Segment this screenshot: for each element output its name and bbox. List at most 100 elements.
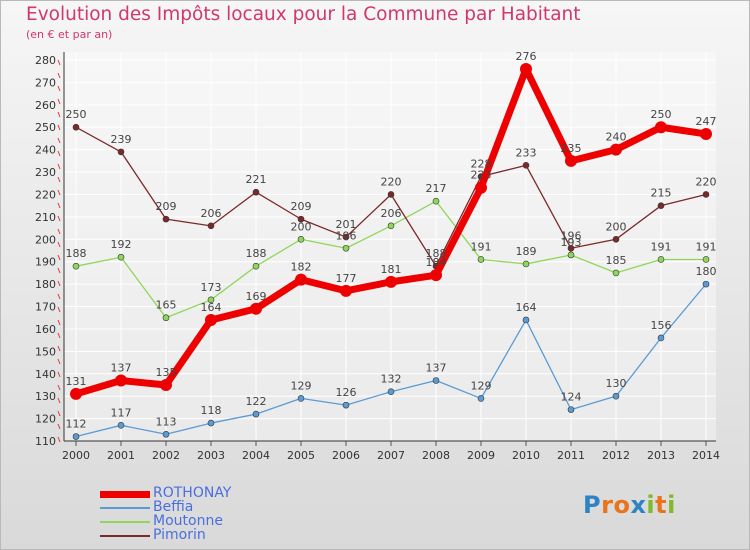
data-point (657, 202, 665, 209)
data-label: 117 (111, 406, 132, 419)
data-point (610, 143, 622, 156)
data-label: 209 (156, 200, 177, 213)
x-tick-label: 2002 (152, 449, 180, 462)
data-point (477, 256, 485, 263)
y-tick-label: 150 (35, 345, 56, 358)
x-tick-label: 2004 (242, 449, 270, 462)
data-label: 191 (471, 240, 492, 253)
data-label: 228 (471, 158, 492, 171)
y-tick-label: 130 (35, 390, 56, 403)
data-label: 164 (516, 301, 537, 314)
data-label: 130 (606, 377, 627, 390)
data-point (252, 410, 260, 418)
axis-dash (57, 111, 61, 118)
data-point (655, 121, 667, 134)
data-point (115, 374, 127, 387)
x-tick-label: 2006 (332, 449, 360, 462)
axis-dash (57, 98, 61, 105)
axis-dash (57, 332, 61, 339)
data-label: 188 (426, 247, 447, 260)
axis-dash (57, 254, 61, 261)
x-tick-label: 2008 (422, 449, 450, 462)
data-label: 137 (426, 361, 447, 374)
data-point (477, 395, 485, 402)
data-label: 235 (561, 142, 582, 155)
data-label: 169 (246, 290, 267, 303)
data-label: 221 (246, 173, 267, 186)
data-label: 185 (606, 254, 627, 267)
data-label: 206 (201, 207, 222, 220)
data-point (387, 191, 395, 198)
data-point (342, 233, 350, 241)
data-label: 201 (336, 218, 357, 231)
data-label: 180 (696, 265, 717, 278)
data-point (117, 148, 125, 156)
data-label: 181 (381, 263, 402, 276)
data-label: 112 (66, 418, 87, 431)
data-label: 192 (111, 238, 132, 251)
data-point (430, 269, 442, 282)
data-point (612, 269, 620, 277)
axis-dash (57, 397, 61, 404)
legend-label: Beffia (153, 499, 194, 515)
data-label: 129 (471, 379, 492, 392)
data-point (252, 262, 260, 270)
data-label: 164 (201, 301, 222, 314)
y-tick-label: 140 (35, 368, 56, 381)
axis-dash (57, 85, 61, 92)
x-tick-label: 2000 (62, 449, 90, 462)
y-tick-label: 200 (35, 233, 56, 246)
data-point (160, 378, 172, 391)
data-point (342, 401, 350, 409)
logo-letter: o (613, 491, 631, 519)
data-label: 250 (66, 108, 87, 121)
data-label: 188 (66, 247, 87, 260)
data-label: 126 (336, 386, 357, 399)
y-tick-label: 110 (35, 435, 56, 448)
data-point (340, 284, 352, 297)
axis-dash (57, 345, 61, 352)
data-label: 188 (246, 247, 267, 260)
y-tick-label: 160 (35, 323, 56, 336)
data-point (657, 334, 665, 342)
x-tick-label: 2013 (647, 449, 675, 462)
data-point (297, 215, 305, 223)
chart-subtitle: (en € et par an) (26, 28, 113, 41)
data-point (72, 262, 80, 270)
data-point (565, 154, 577, 167)
data-label: 191 (696, 240, 717, 253)
y-tick-label: 280 (35, 54, 56, 67)
legend-label: Moutonne (153, 513, 223, 529)
axis-dash (57, 436, 61, 443)
axis-dash (57, 319, 61, 326)
data-point (252, 188, 260, 196)
x-tick-label: 2001 (107, 449, 135, 462)
data-point (432, 197, 440, 205)
y-tick-label: 180 (35, 278, 56, 291)
data-label: 189 (516, 245, 537, 258)
data-label: 135 (156, 366, 177, 379)
data-point (207, 222, 215, 230)
axis-dash (57, 267, 61, 274)
axis-dash (57, 410, 61, 417)
data-point (342, 244, 350, 252)
axis-dash (57, 137, 61, 144)
data-point (295, 273, 307, 286)
data-point (162, 430, 170, 438)
data-label: 233 (516, 146, 537, 159)
data-label: 239 (111, 133, 132, 146)
axis-dash (57, 293, 61, 300)
data-label: 196 (336, 229, 357, 242)
legend-label: Pimorin (153, 527, 206, 543)
axis-dash (57, 306, 61, 313)
data-label: 215 (651, 187, 672, 200)
data-label: 156 (651, 319, 672, 332)
data-label: 182 (291, 261, 312, 274)
legend-swatch (100, 507, 150, 509)
data-label: 193 (561, 236, 582, 249)
data-point (70, 387, 82, 400)
data-point (387, 388, 395, 395)
x-tick-label: 2010 (512, 449, 540, 462)
data-label: 250 (651, 108, 672, 121)
data-label: 129 (291, 379, 312, 392)
